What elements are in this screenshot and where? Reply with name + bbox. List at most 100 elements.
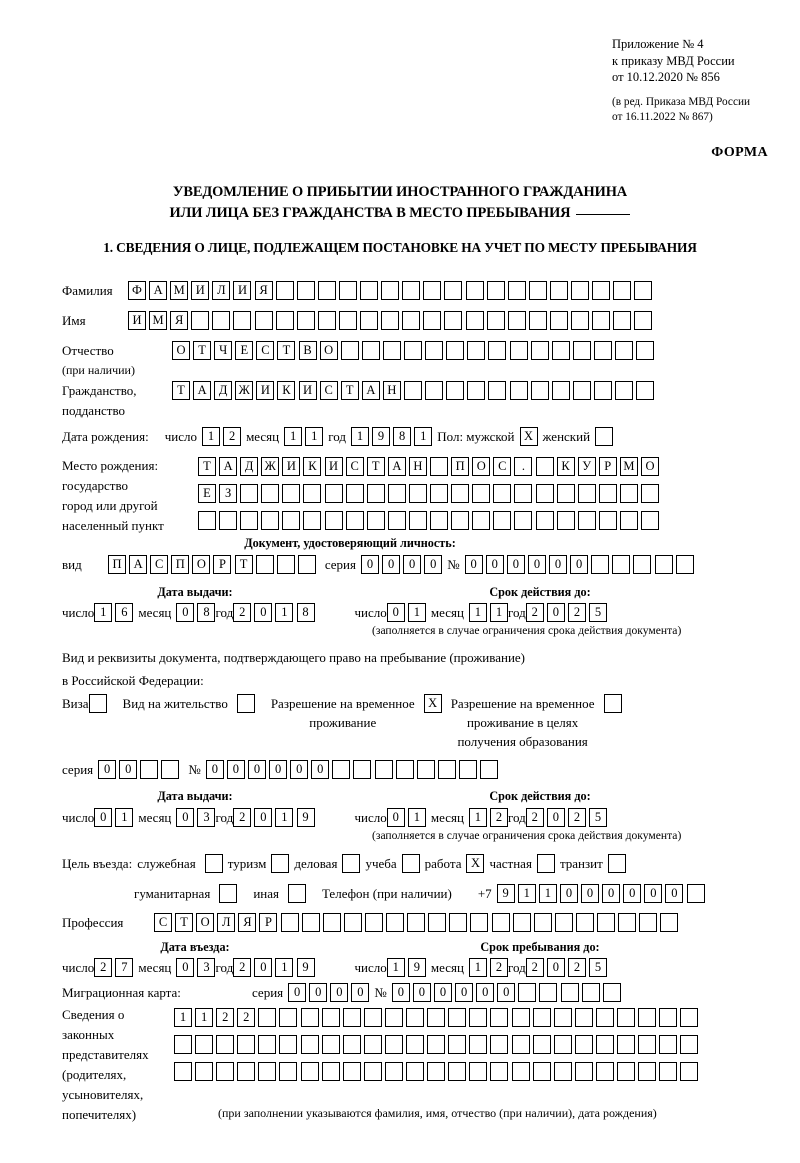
char-cell[interactable] [535, 511, 554, 530]
char-cell[interactable]: 1 [350, 427, 369, 446]
char-cell[interactable]: Т [172, 381, 190, 400]
char-cell[interactable] [553, 1062, 572, 1081]
char-cell[interactable]: 2 [233, 958, 252, 977]
char-cell[interactable] [554, 913, 573, 932]
char-cell[interactable] [219, 511, 238, 530]
char-cell[interactable] [539, 983, 558, 1002]
char-cell[interactable] [654, 555, 673, 574]
char-cell[interactable]: 2 [567, 958, 586, 977]
char-cell[interactable]: 0 [412, 983, 431, 1002]
char-cell[interactable] [675, 555, 694, 574]
char-cell[interactable] [353, 760, 372, 779]
char-cell[interactable]: 1 [468, 958, 487, 977]
char-cell[interactable] [469, 1035, 488, 1054]
char-cell[interactable]: 2 [567, 808, 586, 827]
char-cell[interactable]: 2 [94, 958, 113, 977]
char-cell[interactable] [428, 913, 447, 932]
char-cell[interactable] [614, 341, 633, 360]
char-cell[interactable] [448, 1035, 467, 1054]
char-cell[interactable] [532, 1035, 551, 1054]
char-cell[interactable]: 0 [351, 983, 370, 1002]
char-cell[interactable] [276, 555, 295, 574]
char-cell[interactable]: 0 [497, 983, 516, 1002]
char-cell[interactable] [549, 311, 568, 330]
char-cell[interactable] [366, 484, 385, 503]
char-cell[interactable] [574, 1062, 593, 1081]
char-cell[interactable] [488, 341, 507, 360]
char-cell[interactable] [572, 381, 591, 400]
char-cell[interactable] [282, 511, 301, 530]
char-cell[interactable] [470, 913, 489, 932]
char-cell[interactable] [549, 281, 568, 300]
char-cell[interactable] [174, 1062, 192, 1081]
char-cell[interactable]: 1 [275, 603, 294, 622]
char-cell[interactable] [300, 1008, 319, 1027]
temp-residence-checkbox[interactable]: X [423, 694, 442, 713]
char-cell[interactable]: П [108, 555, 126, 574]
char-cell[interactable]: 0 [360, 555, 379, 574]
char-cell[interactable]: 2 [223, 427, 242, 446]
char-cell[interactable] [427, 1062, 446, 1081]
char-cell[interactable]: 1 [94, 603, 113, 622]
char-cell[interactable] [361, 341, 380, 360]
char-cell[interactable]: 0 [176, 603, 195, 622]
char-cell[interactable] [680, 1062, 699, 1081]
char-cell[interactable] [491, 913, 510, 932]
char-cell[interactable] [342, 1035, 361, 1054]
char-cell[interactable]: 0 [330, 983, 349, 1002]
char-cell[interactable] [384, 1008, 403, 1027]
char-cell[interactable] [321, 1062, 340, 1081]
char-cell[interactable]: И [128, 311, 146, 330]
char-cell[interactable]: 0 [269, 760, 288, 779]
char-cell[interactable] [591, 555, 610, 574]
purpose-private-checkbox[interactable] [536, 854, 555, 873]
char-cell[interactable]: С [256, 341, 275, 360]
char-cell[interactable]: 1 [538, 884, 557, 903]
char-cell[interactable] [381, 281, 400, 300]
char-cell[interactable] [602, 983, 621, 1002]
char-cell[interactable] [275, 281, 294, 300]
char-cell[interactable] [216, 1035, 235, 1054]
char-cell[interactable]: 0 [94, 808, 113, 827]
purpose-other-checkbox[interactable] [287, 884, 306, 903]
char-cell[interactable] [332, 760, 351, 779]
char-cell[interactable] [342, 1062, 361, 1081]
char-cell[interactable] [660, 913, 679, 932]
char-cell[interactable]: К [303, 457, 322, 476]
char-cell[interactable] [514, 511, 533, 530]
char-cell[interactable] [322, 913, 341, 932]
char-cell[interactable] [261, 484, 280, 503]
char-cell[interactable]: Я [254, 281, 273, 300]
char-cell[interactable] [363, 1008, 382, 1027]
char-cell[interactable] [324, 484, 343, 503]
char-cell[interactable] [528, 311, 547, 330]
char-cell[interactable] [427, 1035, 446, 1054]
char-cell[interactable]: 2 [237, 1008, 256, 1027]
char-cell[interactable]: А [193, 381, 212, 400]
char-cell[interactable] [338, 311, 357, 330]
char-cell[interactable] [279, 1062, 298, 1081]
residence-permit-checkbox[interactable] [236, 694, 255, 713]
char-cell[interactable] [511, 1035, 530, 1054]
char-cell[interactable]: 0 [434, 983, 453, 1002]
char-cell[interactable]: О [472, 457, 491, 476]
char-cell[interactable] [490, 1035, 509, 1054]
char-cell[interactable]: Е [235, 341, 254, 360]
char-cell[interactable]: О [196, 913, 215, 932]
char-cell[interactable] [616, 1008, 635, 1027]
char-cell[interactable] [387, 511, 406, 530]
char-cell[interactable] [595, 1035, 614, 1054]
char-cell[interactable]: 0 [288, 983, 307, 1002]
char-cell[interactable]: Н [382, 381, 401, 400]
char-cell[interactable] [593, 341, 612, 360]
char-cell[interactable]: 9 [407, 958, 426, 977]
